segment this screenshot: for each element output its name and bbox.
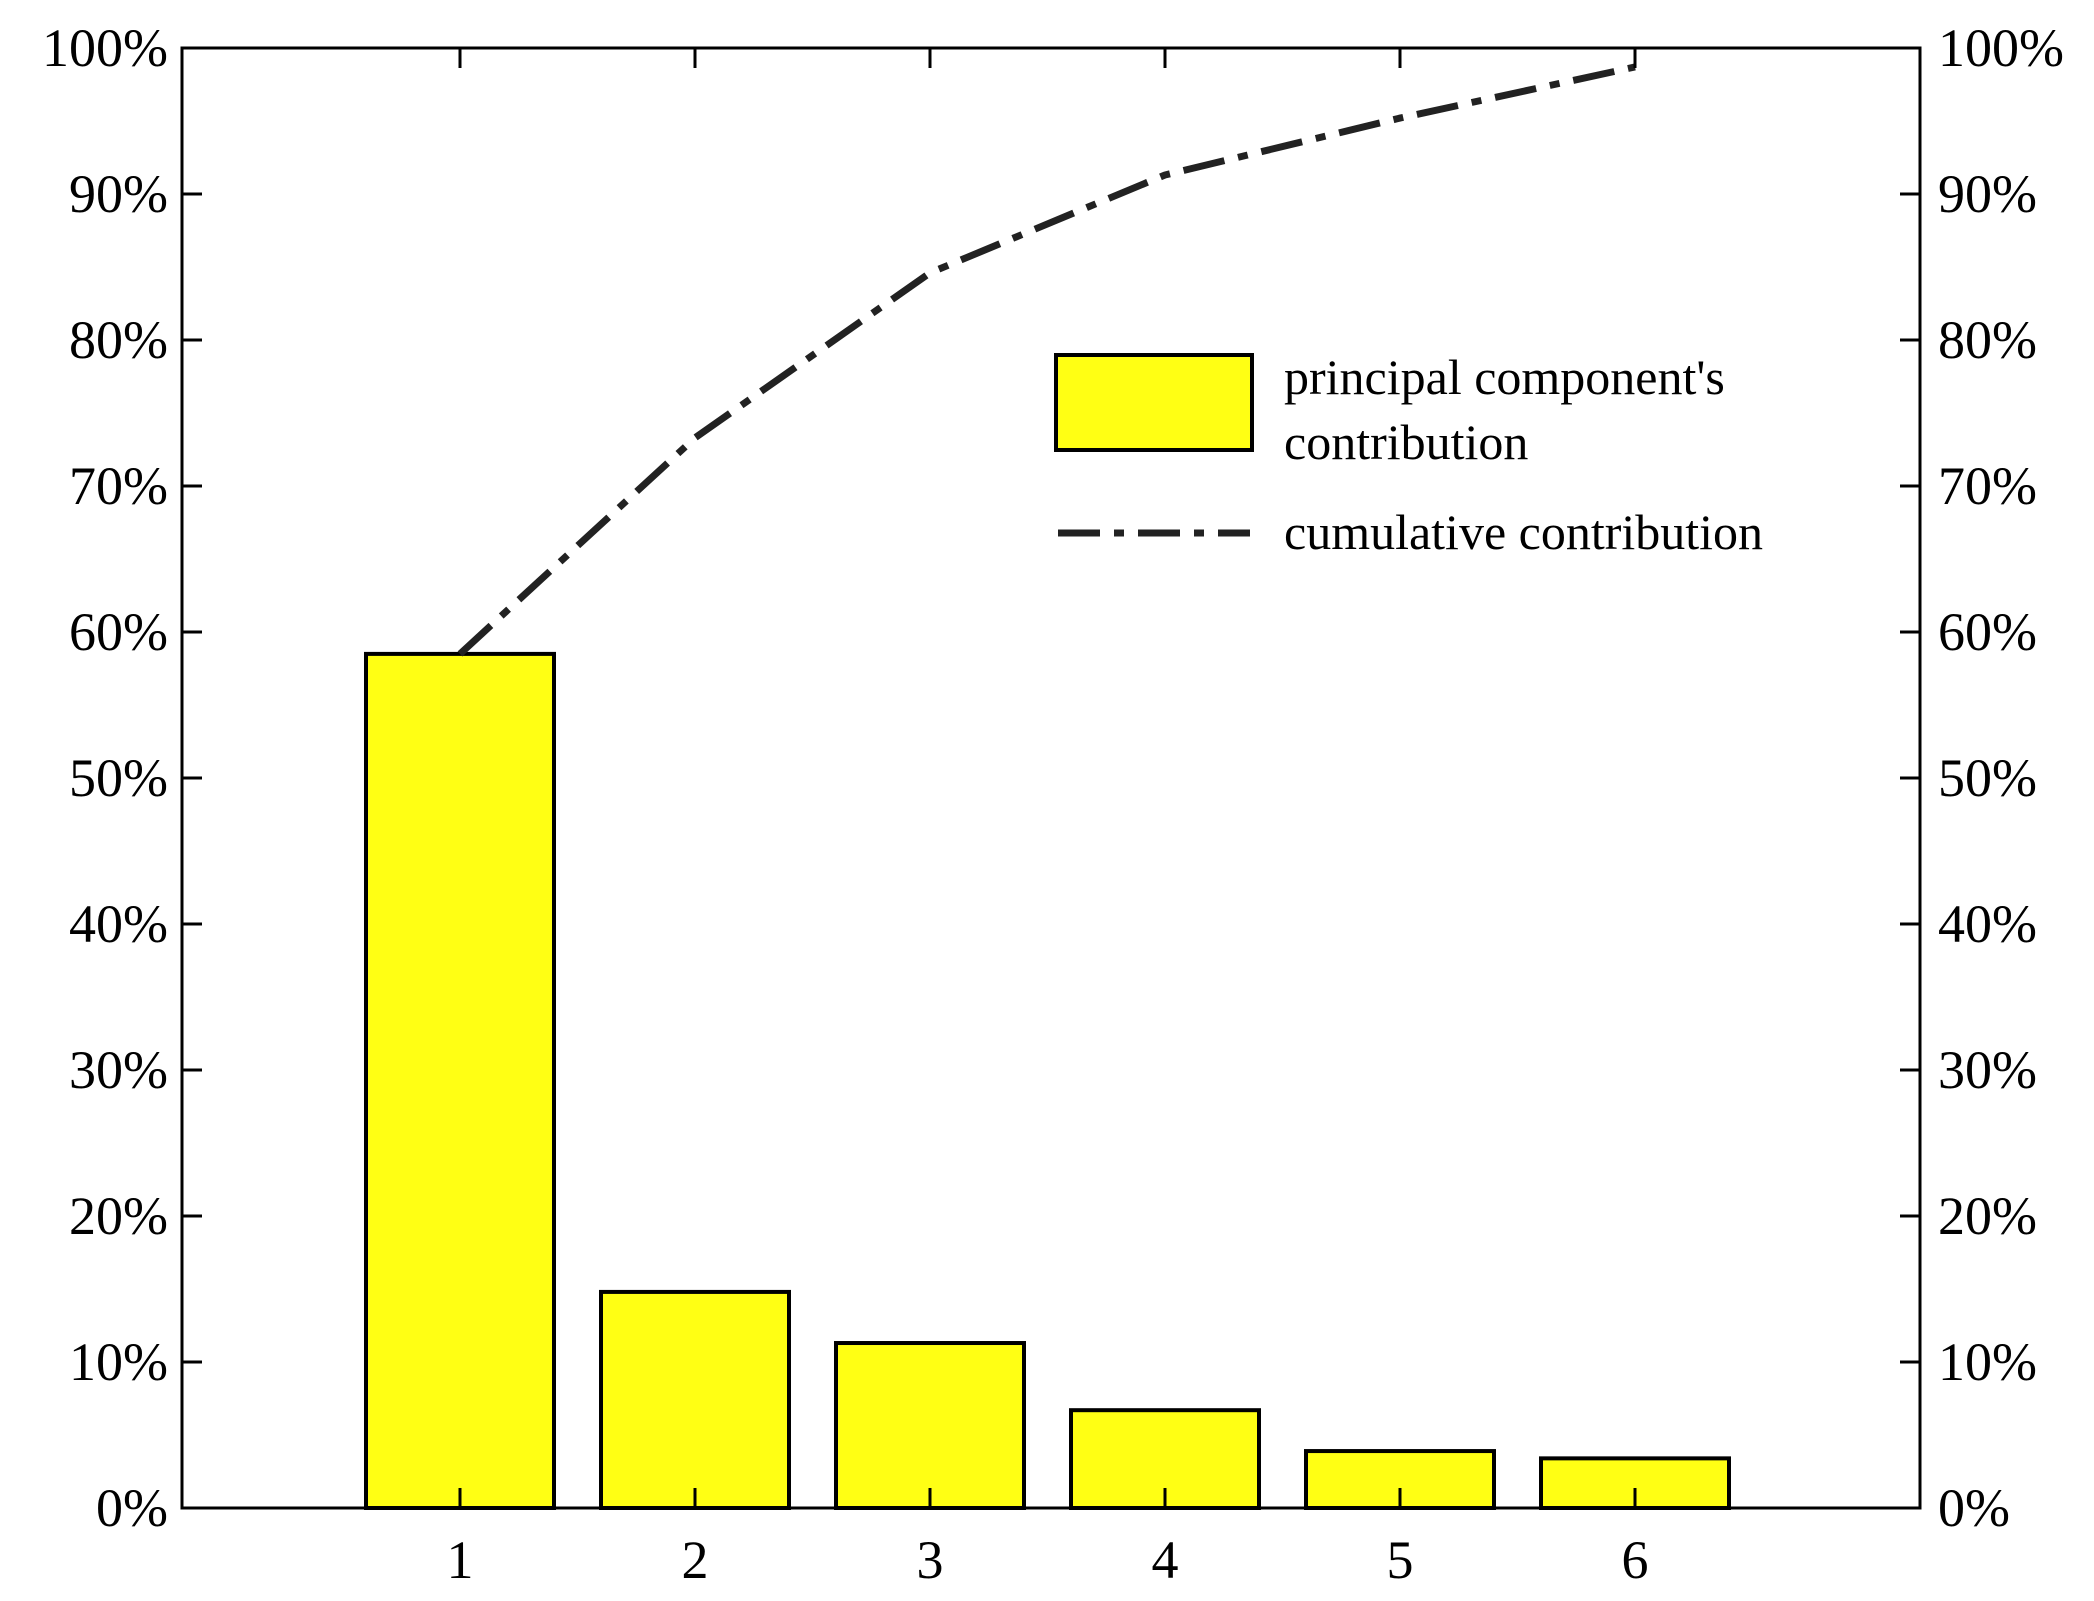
legend-bar-swatch: [1054, 353, 1254, 452]
legend-line-label: cumulative contribution: [1284, 504, 1763, 560]
cumulative-line-layer: [457, 63, 1636, 657]
y-tick-label-right-10: 100%: [1938, 18, 2064, 78]
bar-3: [834, 1341, 1026, 1511]
y-tick-label-right-8: 80%: [1938, 310, 2037, 370]
y-tick-label-right-2: 20%: [1938, 1186, 2037, 1246]
bar-1: [364, 651, 556, 1510]
y-tick-label-right-9: 90%: [1938, 164, 2037, 224]
y-tick-label-right-6: 60%: [1938, 602, 2037, 662]
x-tick-label-4: 4: [1152, 1530, 1179, 1590]
y-tick-label-right-3: 30%: [1938, 1040, 2037, 1100]
legend-bar-label-line2: contribution: [1284, 414, 1528, 470]
y-tick-label-left-5: 50%: [69, 748, 168, 808]
y-tick-label-left-9: 90%: [69, 164, 168, 224]
tick-labels-layer: 0% 0% 10% 10% 20% 20% 30% 30% 40% 40% 50% 50% 60% 60%…: [42, 18, 2064, 1590]
y-tick-label-right-5: 50%: [1938, 748, 2037, 808]
x-tick-label-3: 3: [917, 1530, 944, 1590]
y-tick-label-left-3: 30%: [69, 1040, 168, 1100]
legend: principal component's contribution cumul…: [1054, 349, 1763, 560]
legend-bar-label-line1: principal component's: [1284, 349, 1725, 405]
y-tick-label-right-1: 10%: [1938, 1332, 2037, 1392]
y-tick-label-right-7: 70%: [1938, 456, 2037, 516]
y-tick-label-left-4: 40%: [69, 894, 168, 954]
cumulative-line: [457, 63, 1636, 657]
y-tick-label-left-7: 70%: [69, 456, 168, 516]
y-tick-label-left-8: 80%: [69, 310, 168, 370]
bar-2: [599, 1289, 791, 1511]
y-tick-label-left-0: 0%: [96, 1478, 168, 1538]
y-tick-label-left-6: 60%: [69, 602, 168, 662]
x-tick-label-1: 1: [447, 1530, 474, 1590]
y-tick-label-left-10: 100%: [42, 18, 168, 78]
bars-layer: [364, 651, 1731, 1511]
x-tick-label-2: 2: [682, 1530, 709, 1590]
x-tick-label-5: 5: [1387, 1530, 1414, 1590]
x-tick-label-6: 6: [1622, 1530, 1649, 1590]
y-tick-label-right-4: 40%: [1938, 894, 2037, 954]
y-tick-label-left-1: 10%: [69, 1332, 168, 1392]
ticks-layer: [182, 46, 1920, 1510]
y-tick-label-left-2: 20%: [69, 1186, 168, 1246]
y-tick-label-right-0: 0%: [1938, 1478, 2010, 1538]
